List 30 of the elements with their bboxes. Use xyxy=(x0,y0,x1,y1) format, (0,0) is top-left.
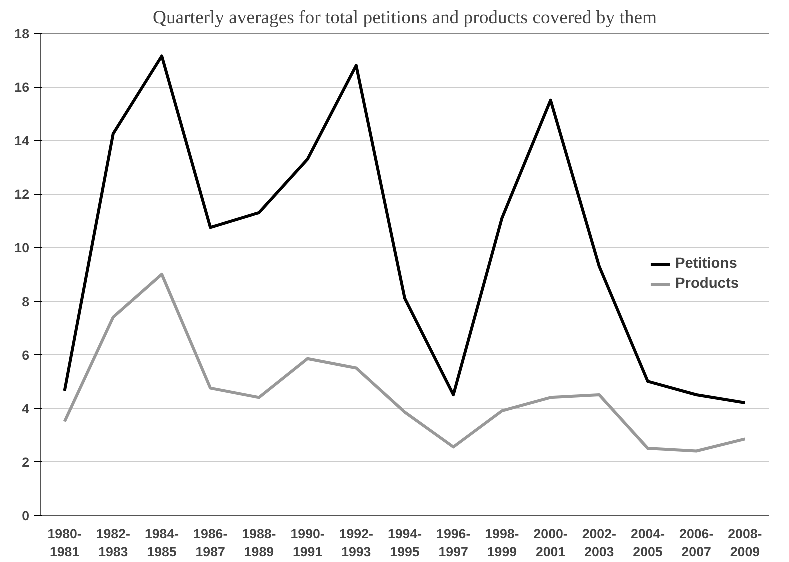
x-tick-label: 1984-1985 xyxy=(144,526,180,560)
y-tick-label: 8 xyxy=(22,294,30,310)
y-tick-label: 6 xyxy=(22,348,30,363)
x-tick-label: 1994-1995 xyxy=(388,526,422,560)
y-tick-label: 2 xyxy=(22,454,30,470)
x-tick-label: 2006-2007 xyxy=(680,526,714,560)
x-tick-label: 1986-1987 xyxy=(194,526,228,560)
x-tick-label: 2000-2001 xyxy=(534,526,568,560)
legend-label: Products xyxy=(675,276,739,292)
x-tick-label: 2002-2003 xyxy=(582,526,616,560)
x-tick-label: 2008-2009 xyxy=(728,526,762,560)
y-tick-label: 10 xyxy=(14,240,30,256)
x-tick-label: 1982-1983 xyxy=(96,526,130,560)
y-tick-label: 4 xyxy=(22,401,30,416)
x-tick-label: 1998-1999 xyxy=(485,526,520,560)
y-tick-label: 14 xyxy=(14,134,30,149)
x-tick-label: 1980-1981 xyxy=(48,526,82,560)
y-tick-label: 12 xyxy=(14,187,30,202)
x-tick-label: 1988-1989 xyxy=(242,526,276,560)
chart-title: Quarterly averages for total petitions and products covered by them xyxy=(152,8,658,28)
x-tick-label: 1996-1997 xyxy=(436,526,471,560)
line-series xyxy=(63,54,747,405)
x-tick-label: 1992-1993 xyxy=(339,526,374,560)
x-tick-label: 2004-2005 xyxy=(630,526,666,560)
y-tick-label: 0 xyxy=(22,508,30,524)
line-series xyxy=(63,273,747,453)
y-tick-label: 16 xyxy=(14,80,30,96)
legend-label: Petitions xyxy=(675,256,738,272)
y-tick-label: 18 xyxy=(14,26,30,42)
x-tick-label: 1990-1991 xyxy=(290,526,325,560)
